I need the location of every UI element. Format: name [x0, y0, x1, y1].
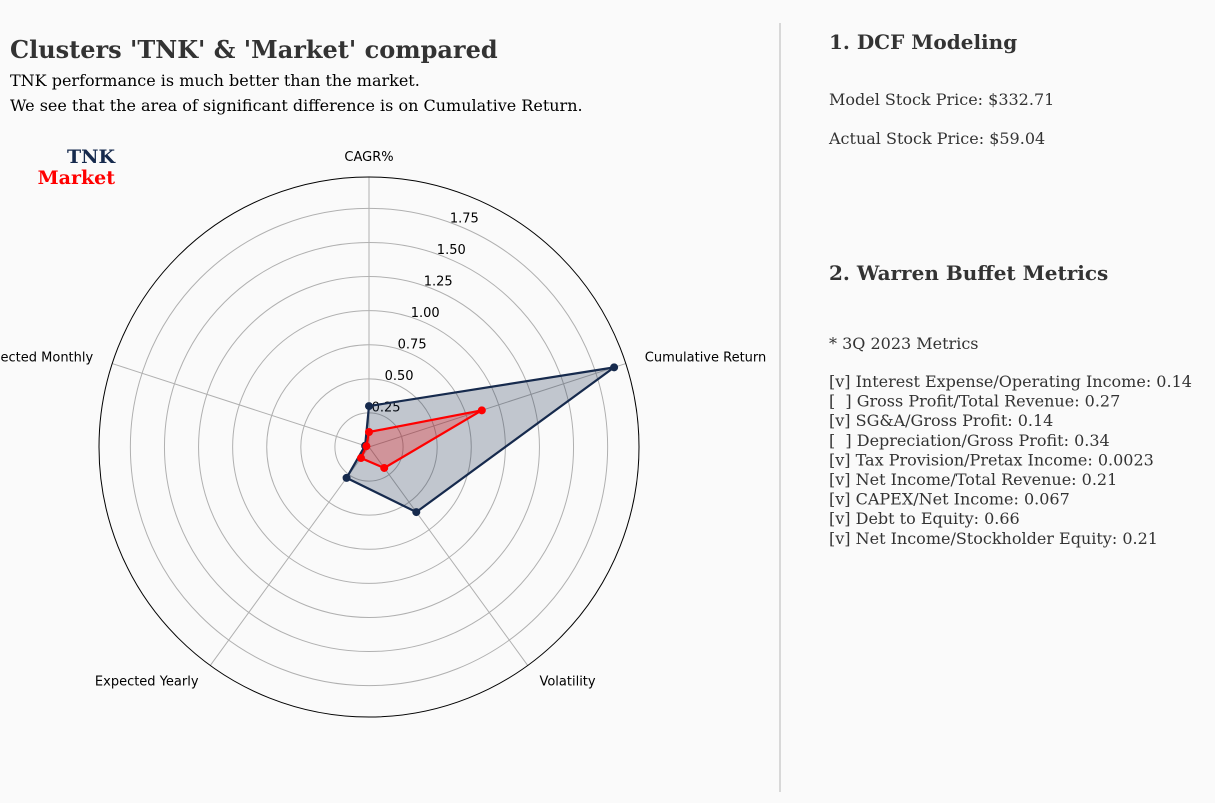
- series-area: [346, 367, 615, 513]
- axis-label: Cumulative Return: [645, 350, 766, 365]
- legend-label: TNK: [67, 146, 117, 168]
- spoke: [368, 363, 626, 448]
- metric-item: [ ] Gross Profit/Total Revenue: 0.27: [829, 392, 1120, 411]
- y-tick-label: 0.75: [398, 338, 427, 353]
- metric-item: [ ] Depreciation/Gross Profit: 0.34: [829, 431, 1110, 450]
- subtitle: We see that the area of significant diff…: [10, 96, 583, 115]
- metric-item: [v] Tax Provision/Pretax Income: 0.0023: [829, 450, 1154, 469]
- axis-label: CAGR%: [344, 150, 393, 165]
- metric-item: [v] SG&A/Gross Profit: 0.14: [829, 411, 1053, 430]
- outer-ring: [98, 176, 640, 718]
- metric-item: [v] Net Income/Total Revenue: 0.21: [829, 470, 1117, 489]
- point: [356, 454, 365, 463]
- chart-title: Clusters 'TNK' & 'Market' compared: [10, 35, 498, 64]
- metric-item: [v] Debt to Equity: 0.66: [829, 509, 1020, 528]
- y-tick-label: 1.00: [411, 306, 440, 321]
- subtitle: TNK performance is much better than the …: [10, 71, 420, 90]
- y-tick-label: 1.75: [450, 212, 479, 227]
- y-tick-label: 1.50: [437, 243, 466, 258]
- spoke: [209, 446, 370, 666]
- panel-line: Model Stock Price: $332.71: [829, 90, 1054, 109]
- point: [412, 508, 421, 517]
- series-area: [360, 410, 482, 468]
- point: [342, 473, 351, 482]
- y-tick-label: 0.50: [385, 369, 414, 384]
- spoke: [368, 446, 529, 666]
- series-line: [345, 366, 615, 514]
- axis-label: Expected Monthly: [0, 350, 93, 365]
- point: [365, 428, 373, 436]
- axis-label: Volatility: [539, 675, 595, 690]
- point: [362, 442, 371, 451]
- metric-item: [v] Net Income/Stockholder Equity: 0.21: [829, 529, 1158, 548]
- point: [477, 406, 486, 415]
- spoke: [112, 363, 370, 448]
- section-title: 2. Warren Buffet Metrics: [829, 261, 1108, 285]
- point: [365, 402, 373, 411]
- axis-label: Expected Yearly: [95, 675, 199, 690]
- y-tick-label: 1.25: [424, 275, 453, 290]
- panel-line: Actual Stock Price: $59.04: [828, 129, 1045, 148]
- point: [380, 463, 389, 472]
- point: [610, 363, 619, 372]
- metric-item: [v] Interest Expense/Operating Income: 0…: [829, 372, 1192, 391]
- legend-label: Market: [38, 167, 116, 189]
- section-title: 1. DCF Modeling: [829, 30, 1017, 54]
- panel-note: * 3Q 2023 Metrics: [829, 334, 979, 353]
- metric-item: [v] CAPEX/Net Income: 0.067: [829, 490, 1070, 509]
